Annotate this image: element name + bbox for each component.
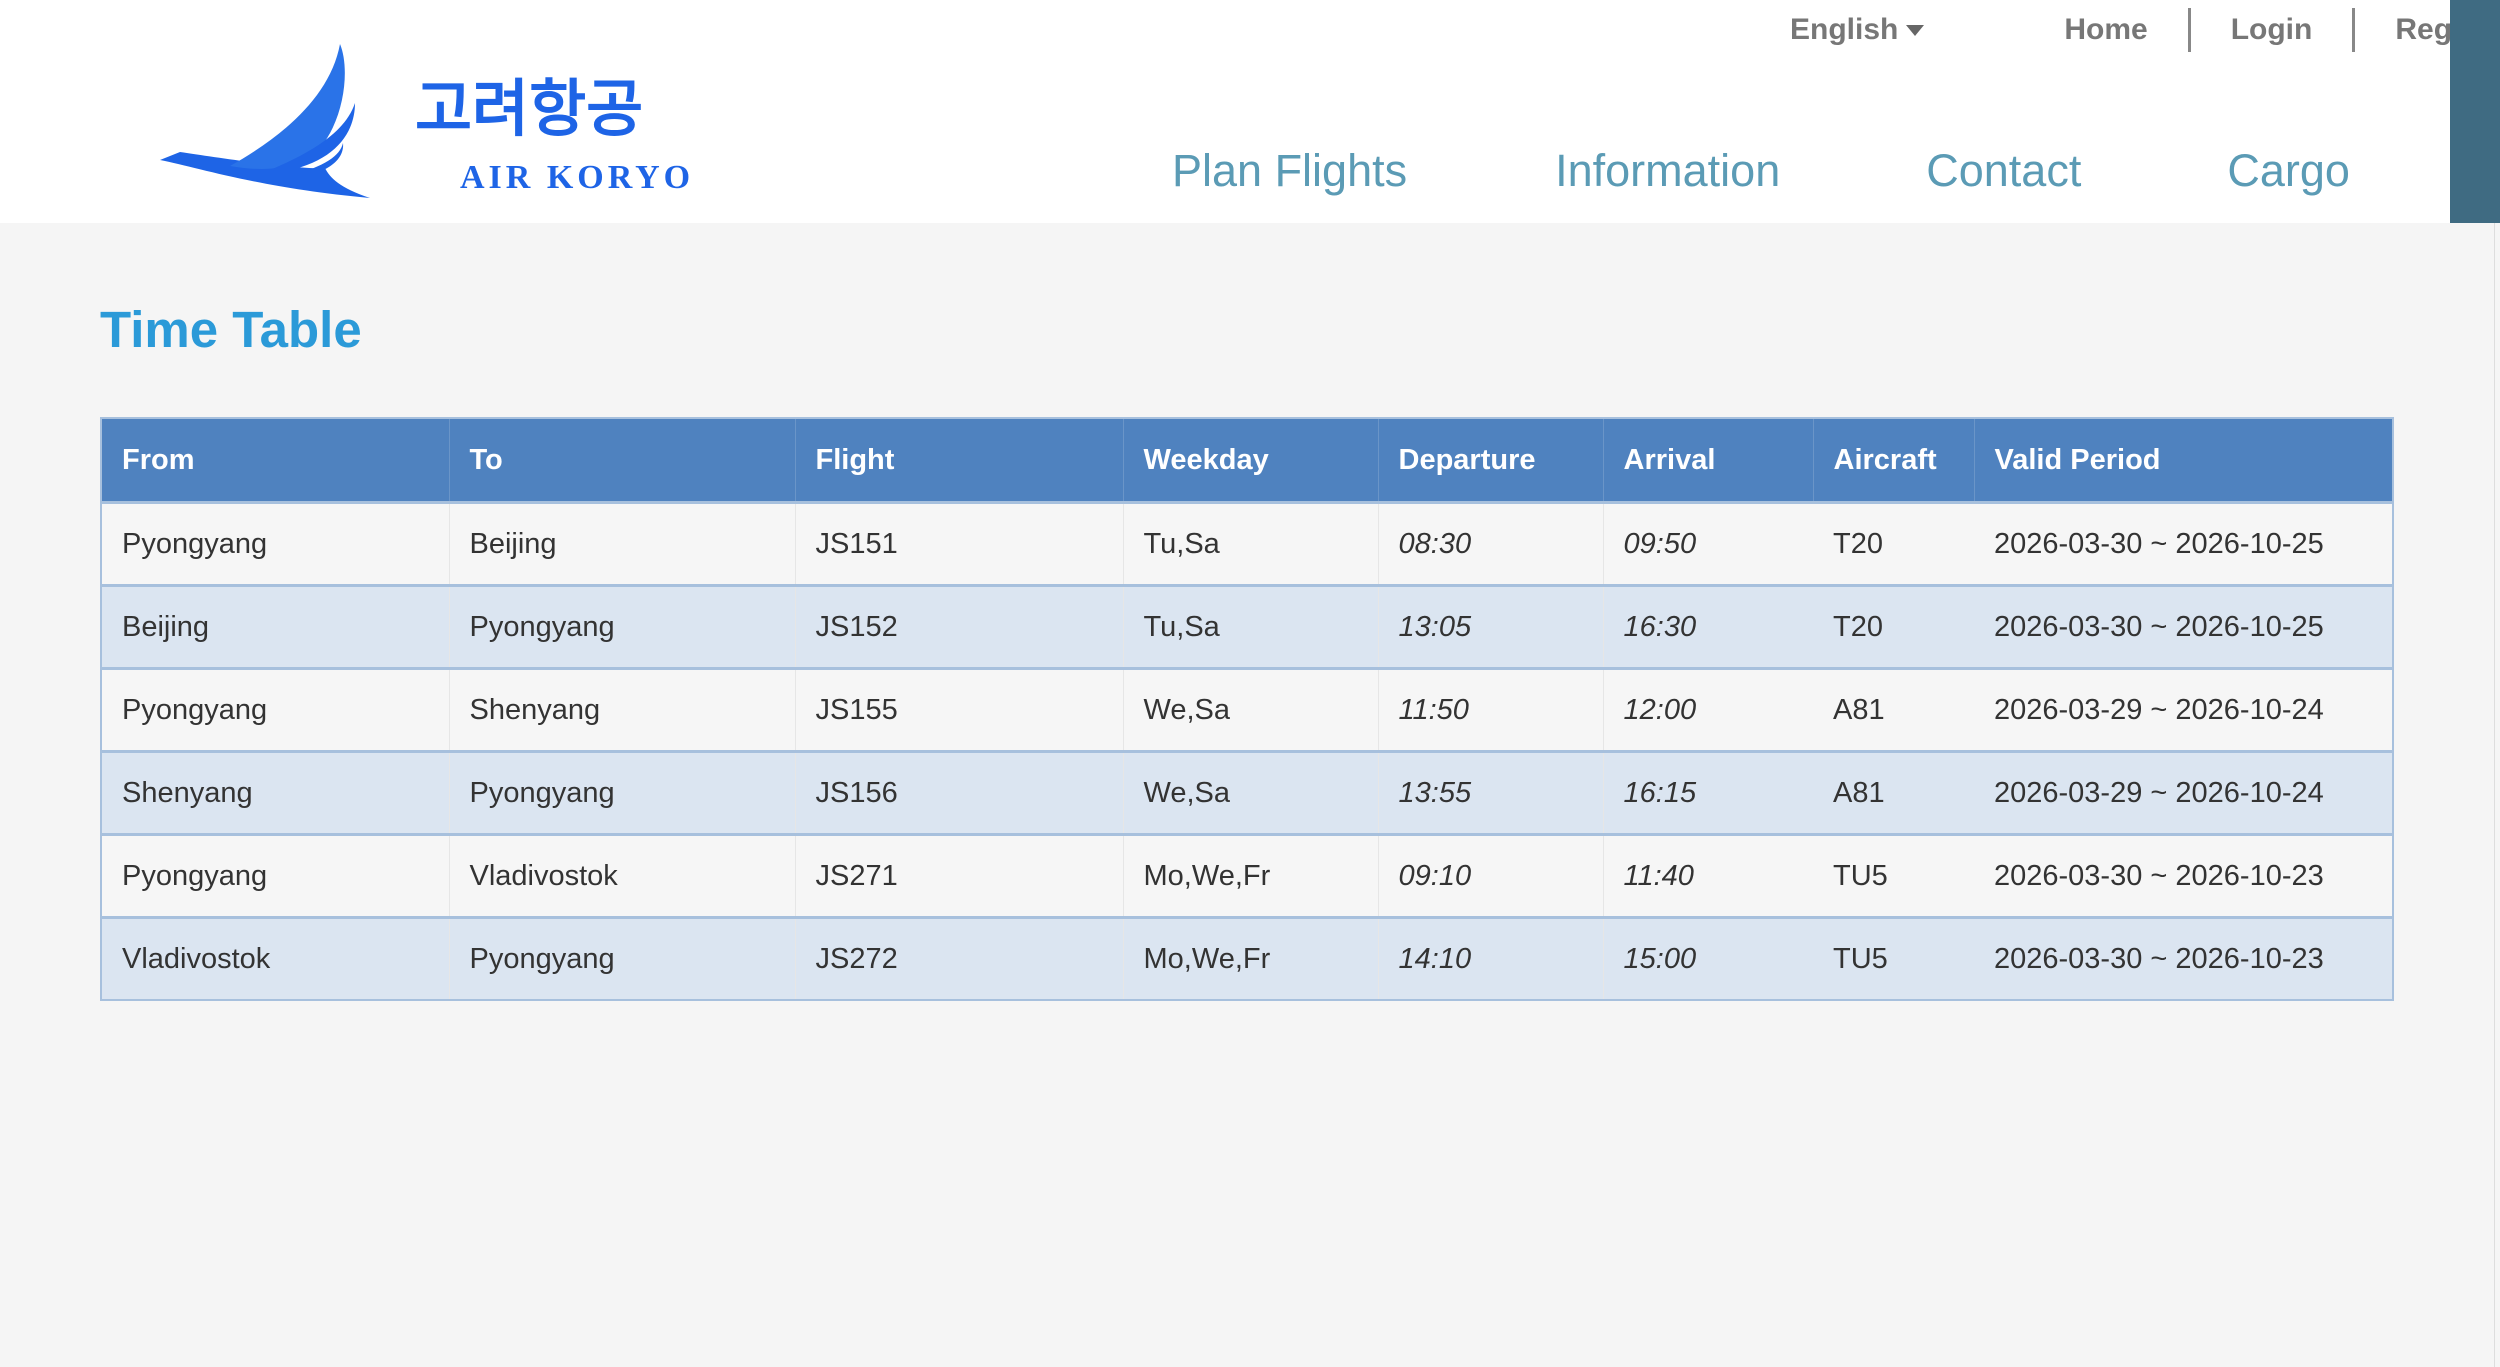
table-cell: 2026-03-29 ~ 2026-10-24: [1974, 750, 2393, 835]
table-cell: A81: [1813, 667, 1974, 752]
table-cell: 11:50: [1378, 667, 1604, 752]
table-cell: 2026-03-30 ~ 2026-10-23: [1974, 833, 2393, 918]
table-cell: Pyongyang: [101, 501, 450, 586]
table-cell: TU5: [1813, 916, 1974, 1000]
table-cell: Pyongyang: [101, 667, 450, 752]
home-link[interactable]: Home: [2064, 13, 2148, 46]
top-links: English Home Login Register: [1790, 8, 2500, 52]
table-cell: Beijing: [101, 584, 450, 669]
column-header: Weekday: [1123, 418, 1379, 503]
table-cell: Tu,Sa: [1123, 501, 1379, 586]
column-header: Valid Period: [1974, 418, 2394, 503]
table-cell: Tu,Sa: [1123, 584, 1379, 669]
table-row: Vladivostok Pyongyang JS272 Mo,We,Fr 14:10 15…: [101, 916, 2393, 1000]
table-cell: 09:50: [1603, 501, 1813, 586]
column-header: Flight: [795, 418, 1124, 503]
divider: [2187, 8, 2191, 52]
table-cell: 2026-03-29 ~ 2026-10-24: [1974, 667, 2393, 752]
table-cell: 2026-03-30 ~ 2026-10-25: [1974, 584, 2393, 669]
table-cell: T20: [1813, 501, 1974, 586]
table-cell: Shenyang: [449, 667, 796, 752]
table-header-row: From To Flight Weekday Departure Arrival Aircr…: [101, 418, 2394, 503]
nav-cargo[interactable]: Cargo: [2227, 145, 2350, 196]
table-cell: TU5: [1813, 833, 1974, 918]
table-row: Pyongyang Shenyang JS155 We,Sa 11:50 12:00 A81…: [101, 667, 2393, 752]
caret-down-icon: [1906, 24, 1925, 36]
column-header: To: [449, 418, 796, 503]
table-cell: T20: [1813, 584, 1974, 669]
table-cell: JS155: [795, 667, 1124, 752]
table-cell: Pyongyang: [449, 584, 796, 669]
table-cell: 2026-03-30 ~ 2026-10-25: [1974, 501, 2393, 586]
column-header: Departure: [1378, 418, 1604, 503]
table-cell: Mo,We,Fr: [1123, 833, 1379, 918]
table-cell: 14:10: [1378, 916, 1604, 1000]
table-cell: Shenyang: [101, 750, 450, 835]
table-cell: We,Sa: [1123, 750, 1379, 835]
table-cell: JS271: [795, 833, 1124, 918]
login-link[interactable]: Login: [2230, 13, 2313, 46]
table-row: Beijing Pyongyang JS152 Tu,Sa 13:05 16:30 T20 2…: [101, 584, 2393, 669]
table-cell: JS272: [795, 916, 1124, 1000]
column-header: Arrival: [1603, 418, 1814, 503]
site-header: 고려항공 AIR KORYO English Home Login Regist…: [0, 0, 2500, 223]
table-cell: A81: [1813, 750, 1974, 835]
divider: [2352, 8, 2356, 52]
table-cell: 12:00: [1603, 667, 1813, 752]
table-cell: 09:10: [1378, 833, 1604, 918]
language-label: English: [1790, 13, 1899, 46]
column-header: Aircraft: [1813, 418, 1975, 503]
column-header: From: [101, 418, 450, 503]
table-cell: Vladivostok: [449, 833, 796, 918]
main-nav: Plan Flights Information Contact Cargo: [1172, 145, 2350, 197]
table-row: Shenyang Pyongyang JS156 We,Sa 13:55 16:15 A81…: [101, 750, 2393, 835]
table-cell: 15:00: [1603, 916, 1813, 1000]
nav-information[interactable]: Information: [1555, 145, 1781, 196]
page-edge: [2494, 223, 2495, 1367]
table-row: Pyongyang Beijing JS151 Tu,Sa 08:30 09:50 T20 2…: [101, 501, 2393, 586]
table-cell: Pyongyang: [101, 833, 450, 918]
table-cell: 2026-03-30 ~ 2026-10-23: [1974, 916, 2393, 1000]
table-cell: 13:05: [1378, 584, 1604, 669]
table-cell: JS156: [795, 750, 1124, 835]
table-cell: 08:30: [1378, 501, 1604, 586]
table-cell: Pyongyang: [449, 916, 796, 1000]
nav-contact[interactable]: Contact: [1926, 145, 2082, 196]
air-koryo-logo[interactable]: 고려항공 AIR KORYO: [160, 38, 760, 208]
side-panel-strip: [2450, 0, 2500, 223]
svg-text:고려항공: 고려항공: [415, 72, 643, 145]
table-cell: We,Sa: [1123, 667, 1379, 752]
table-cell: Vladivostok: [101, 916, 450, 1000]
table-cell: 16:30: [1603, 584, 1813, 669]
nav-plan-flights[interactable]: Plan Flights: [1172, 145, 1408, 196]
table-cell: 13:55: [1378, 750, 1604, 835]
table-row: Pyongyang Vladivostok JS271 Mo,We,Fr 09:10 11…: [101, 833, 2393, 918]
table-cell: Beijing: [449, 501, 796, 586]
table-cell: Pyongyang: [449, 750, 796, 835]
table-cell: JS152: [795, 584, 1124, 669]
page-title: Time Table: [100, 301, 362, 358]
table-cell: 11:40: [1603, 833, 1813, 918]
table-cell: 16:15: [1603, 750, 1813, 835]
language-selector[interactable]: English: [1790, 13, 1925, 47]
svg-text:AIR KORYO: AIR KORYO: [460, 159, 694, 196]
table-cell: JS151: [795, 501, 1124, 586]
timetable: From To Flight Weekday Departure Arrival Aircr…: [100, 417, 2394, 1001]
table-cell: Mo,We,Fr: [1123, 916, 1379, 1000]
